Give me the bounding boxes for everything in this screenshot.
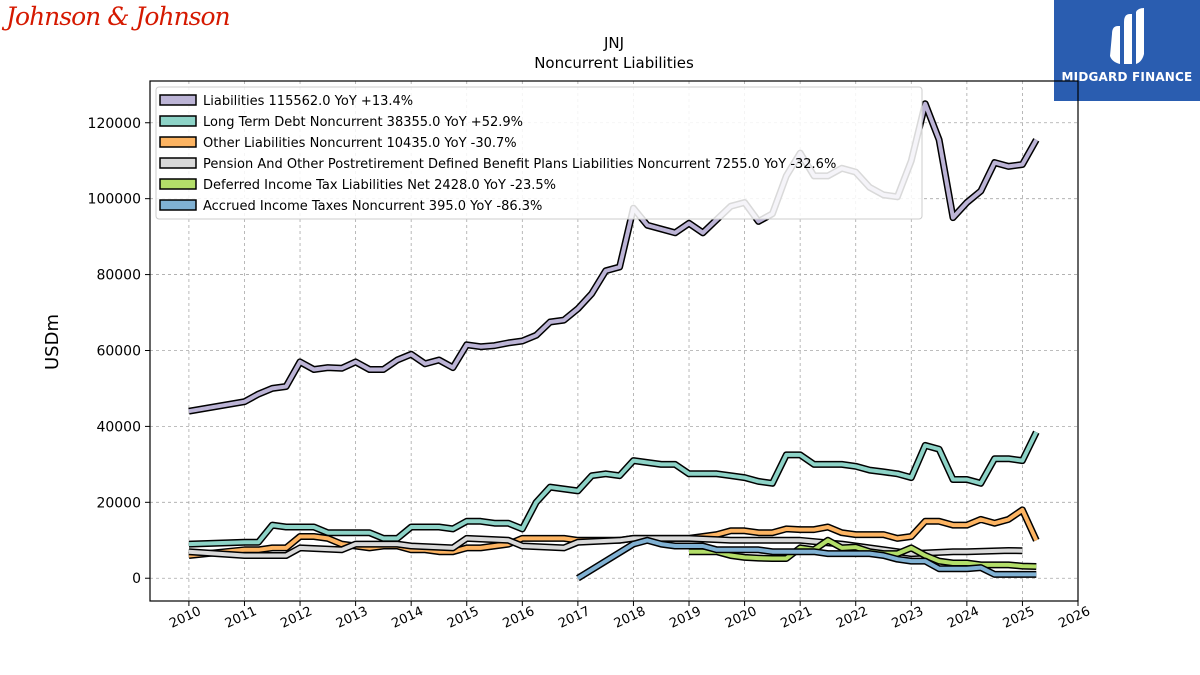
y-tick-label: 20000 xyxy=(96,495,141,511)
chart-title: JNJ xyxy=(603,34,624,52)
chart-subtitle: Noncurrent Liabilities xyxy=(534,54,694,72)
x-tick-label: 2026 xyxy=(1056,604,1092,632)
x-tick-label: 2018 xyxy=(612,604,648,632)
x-tick-label: 2024 xyxy=(945,604,981,632)
series-6 xyxy=(576,536,1037,582)
legend-swatch xyxy=(159,136,197,148)
legend-swatch xyxy=(159,115,197,127)
x-tick-label: 2020 xyxy=(723,604,759,632)
midgard-logo-icon xyxy=(1110,8,1144,64)
y-tick-label: 60000 xyxy=(96,343,141,359)
y-tick-label: 120000 xyxy=(88,116,141,132)
series-2 xyxy=(188,430,1040,548)
legend-box xyxy=(155,86,923,220)
x-tick-label: 2019 xyxy=(667,604,703,632)
legend-label: Other Liabilities Noncurrent 10435.0 YoY… xyxy=(203,136,517,151)
x-tick-label: 2013 xyxy=(334,604,370,632)
legend-label: Liabilities 115562.0 YoY +13.4% xyxy=(203,94,413,109)
plot-area-border xyxy=(149,80,1079,602)
legend: Liabilities 115562.0 YoY +13.4% Long Term… xyxy=(155,86,923,220)
x-tick-label: 2021 xyxy=(779,604,815,632)
y-tick-label: 80000 xyxy=(96,268,141,284)
series-line xyxy=(188,431,1039,547)
y-tick-label: 100000 xyxy=(88,192,141,208)
legend-label: Pension And Other Postretirement Defined… xyxy=(203,157,836,172)
legend-label: Deferred Income Tax Liabilities Net 2428… xyxy=(203,178,556,193)
y-tick-label: 40000 xyxy=(96,419,141,435)
x-tick-label: 2017 xyxy=(556,604,592,632)
legend-swatch xyxy=(159,178,197,190)
x-tick-label: 2025 xyxy=(1001,604,1037,632)
x-tick-label: 2014 xyxy=(390,604,426,632)
y-axis-label: USDm xyxy=(42,314,63,370)
x-tick-label: 2015 xyxy=(445,604,481,632)
legend-swatch xyxy=(159,157,197,169)
x-tick-label: 2022 xyxy=(834,604,870,632)
x-tick-label: 2023 xyxy=(890,604,926,632)
legend-swatch xyxy=(159,94,197,106)
company-logo: Johnson & Johnson xyxy=(6,2,231,31)
x-tick-label: 2011 xyxy=(223,604,259,632)
y-tick-label: 0 xyxy=(132,571,141,587)
publisher-logo-text: MIDGARD FINANCE xyxy=(1061,70,1193,84)
x-tick-label: 2010 xyxy=(167,604,203,632)
x-tick-label: 2012 xyxy=(278,604,314,632)
legend-swatch xyxy=(159,199,197,211)
legend-label: Accrued Income Taxes Noncurrent 395.0 Yo… xyxy=(203,199,542,214)
company-logo-text: Johnson & Johnson xyxy=(6,2,231,31)
x-tick-label: 2016 xyxy=(501,604,537,632)
series-line xyxy=(576,538,1037,580)
legend-label: Long Term Debt Noncurrent 38355.0 YoY +5… xyxy=(203,115,523,130)
